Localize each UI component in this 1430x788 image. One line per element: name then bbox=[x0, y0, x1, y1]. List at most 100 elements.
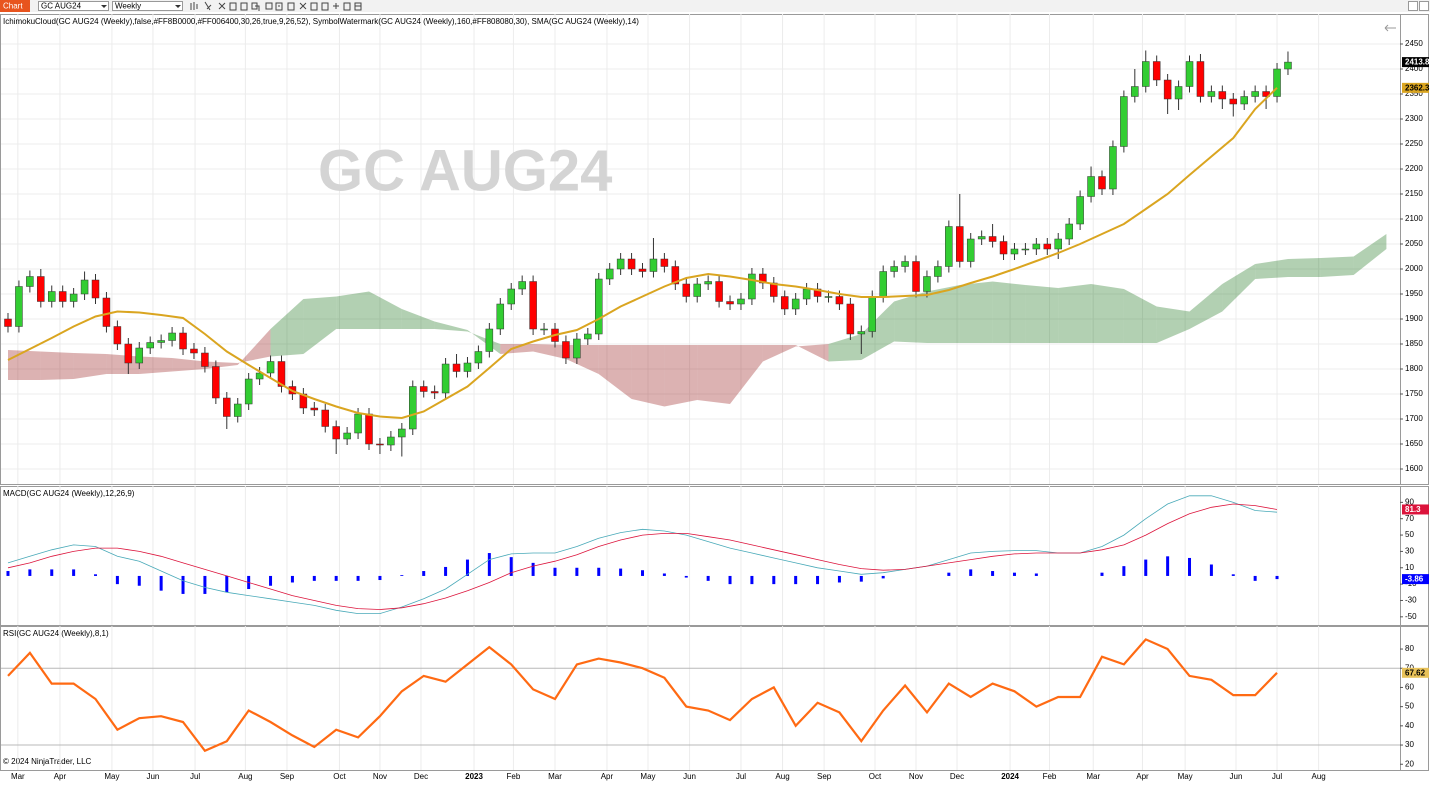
candle-body bbox=[201, 352, 209, 367]
candle-body bbox=[1010, 248, 1019, 255]
histogram-bar bbox=[1253, 575, 1257, 581]
cloud-segment bbox=[434, 321, 468, 332]
cloud-segment bbox=[730, 345, 763, 404]
candle-body bbox=[594, 278, 603, 335]
y-tick-label: 80 bbox=[1405, 644, 1414, 653]
value-tag-label: 2413.8 bbox=[1405, 58, 1430, 67]
candle-body bbox=[1174, 86, 1183, 100]
candle-body bbox=[923, 276, 931, 292]
cloud-segment bbox=[927, 285, 960, 343]
candle-body bbox=[419, 386, 428, 392]
candle-body bbox=[387, 436, 395, 446]
value-tag bbox=[1402, 574, 1429, 585]
candle-body bbox=[988, 236, 997, 242]
panel: 1600 1650 1700 1750 1800 1850 1900 1950 2000 2050… bbox=[0, 14, 1430, 485]
value-tag bbox=[1402, 57, 1429, 68]
y-tick-label: 1800 bbox=[1405, 364, 1423, 373]
cloud-segment bbox=[237, 329, 271, 365]
cloud-segment bbox=[172, 358, 205, 372]
candle-body bbox=[441, 363, 450, 394]
cloud-segment bbox=[1123, 289, 1157, 343]
cloud-segment bbox=[467, 330, 501, 354]
candle-body bbox=[715, 281, 723, 302]
candle-body bbox=[135, 347, 144, 364]
candle-body bbox=[584, 333, 592, 340]
histogram-bar bbox=[662, 573, 666, 576]
y-tick-label: 20 bbox=[1405, 759, 1414, 768]
y-tick-label: 2000 bbox=[1405, 264, 1423, 273]
histogram-bar bbox=[356, 575, 360, 581]
x-tick-label: Feb bbox=[1043, 772, 1057, 781]
cloud-segment bbox=[106, 354, 140, 374]
watermark: GC AUG24 bbox=[318, 138, 612, 203]
candle-body bbox=[1065, 223, 1073, 240]
y-tick-label: 1600 bbox=[1405, 464, 1423, 473]
candle-body bbox=[365, 413, 373, 445]
candle-body bbox=[233, 403, 242, 417]
candle-body bbox=[912, 261, 920, 292]
x-tick-label: 2024 bbox=[1001, 772, 1019, 781]
cloud-segment bbox=[631, 345, 665, 407]
y-tick-label: 90 bbox=[1405, 497, 1414, 506]
cloud-segment bbox=[336, 291, 369, 329]
candle-body bbox=[1021, 248, 1030, 251]
candle-body bbox=[1251, 91, 1259, 97]
histogram-bar bbox=[859, 575, 863, 582]
window-button[interactable] bbox=[1408, 1, 1418, 11]
y-tick-label: 1650 bbox=[1405, 439, 1423, 448]
candle-body bbox=[157, 340, 165, 343]
x-tick-label: Aug bbox=[1311, 772, 1325, 781]
y-tick-label: 10 bbox=[1405, 563, 1414, 572]
x-tick-label: May bbox=[640, 772, 655, 781]
panel-title: RSI(GC AUG24 (Weekly),8,1) bbox=[3, 629, 109, 638]
y-tick-label: 2100 bbox=[1405, 214, 1423, 223]
histogram-bar bbox=[881, 575, 885, 579]
candle-body bbox=[113, 326, 122, 345]
value-tag-label: 67.62 bbox=[1405, 668, 1426, 677]
window-button[interactable] bbox=[1419, 1, 1429, 11]
interval-selector[interactable] bbox=[112, 1, 183, 11]
cloud-segment bbox=[894, 291, 927, 343]
candle-body bbox=[857, 331, 866, 335]
cloud-segment bbox=[959, 281, 993, 343]
x-tick-label: Nov bbox=[373, 772, 387, 781]
sma-line bbox=[7, 87, 1278, 420]
instrument-selector[interactable] bbox=[38, 1, 109, 11]
candle-body bbox=[102, 297, 111, 327]
candle-body bbox=[945, 226, 953, 267]
cloud-segment bbox=[828, 334, 862, 362]
cloud-segment bbox=[1255, 259, 1288, 279]
histogram-bar bbox=[312, 575, 316, 581]
x-tick-label: Apr bbox=[1136, 772, 1149, 781]
candle-body bbox=[737, 298, 745, 305]
toolbar: Chart GC AUG24 Weekly bbox=[0, 0, 1430, 12]
histogram-bar bbox=[641, 570, 645, 576]
panel-frame bbox=[0, 486, 1429, 626]
candle-body bbox=[496, 303, 505, 330]
histogram-bar bbox=[225, 575, 229, 593]
candle-body bbox=[266, 361, 275, 374]
x-tick-label: Dec bbox=[950, 772, 964, 781]
histogram-bar bbox=[1209, 564, 1213, 576]
x-tick-label: Apr bbox=[54, 772, 67, 781]
chart-tab[interactable] bbox=[0, 0, 30, 12]
toolbar-icons[interactable] bbox=[190, 1, 362, 11]
candle-body bbox=[244, 378, 253, 405]
cloud-segment bbox=[1288, 258, 1321, 277]
histogram-bar bbox=[991, 571, 995, 576]
back-arrow[interactable] bbox=[1384, 24, 1396, 32]
dropdown-arrow bbox=[175, 5, 181, 8]
x-tick-label: Mar bbox=[1086, 772, 1100, 781]
x-tick-label: Apr bbox=[601, 772, 614, 781]
histogram-bar bbox=[422, 571, 426, 576]
y-tick-label: 2050 bbox=[1405, 239, 1423, 248]
candle-body bbox=[485, 328, 494, 352]
y-tick-label: 1950 bbox=[1405, 289, 1423, 298]
y-tick-label: 2250 bbox=[1405, 139, 1423, 148]
histogram-bar bbox=[50, 569, 54, 576]
indicator-line bbox=[7, 503, 1278, 610]
cloud-segment bbox=[533, 344, 566, 359]
candle-body bbox=[791, 298, 800, 310]
candle-body bbox=[58, 291, 67, 302]
